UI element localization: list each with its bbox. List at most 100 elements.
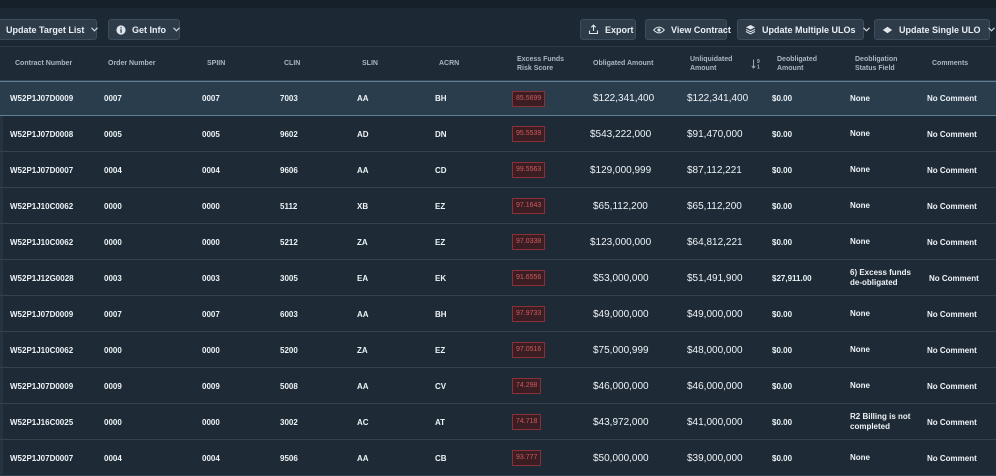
column-header-spiin[interactable]: SPIIN bbox=[207, 60, 226, 67]
spiin: 0005 bbox=[202, 129, 220, 139]
column-header-order-number[interactable]: Order Number bbox=[108, 60, 156, 67]
risk-score-badge: 91.6556 bbox=[512, 270, 546, 286]
obligated-amount: $122,341,400 bbox=[593, 93, 655, 104]
spiin: 0007 bbox=[202, 94, 220, 103]
export-button[interactable]: Export bbox=[580, 19, 636, 40]
clin: 5008 bbox=[280, 381, 298, 391]
slin: AA bbox=[357, 94, 369, 103]
slin: ZA bbox=[357, 237, 368, 247]
view-contract-label: View Contract bbox=[671, 24, 731, 35]
comments: No Comment bbox=[927, 417, 977, 427]
obligated-amount: $75,000,999 bbox=[593, 344, 649, 356]
comments: No Comment bbox=[927, 237, 977, 247]
acrn: BH bbox=[435, 309, 447, 319]
unliquidated-amount: $39,000,000 bbox=[687, 452, 743, 464]
column-header-risk-score[interactable]: Excess Funds Risk Score bbox=[517, 55, 565, 72]
column-header-deobligation-status[interactable]: Deobligation Status Field bbox=[855, 55, 898, 72]
table-row[interactable]: W52P1J07D0007 0004 0004 9606 AA CD 99.55… bbox=[0, 153, 996, 188]
update-multiple-ulos-label: Update Multiple ULOs bbox=[762, 24, 856, 35]
contract-number: W52P1J07D0008 bbox=[10, 129, 74, 139]
risk-score-cell: 99.5563 bbox=[512, 153, 546, 187]
column-header-obligated-amount[interactable]: Obligated Amount bbox=[593, 60, 654, 67]
clin: 6003 bbox=[280, 309, 298, 319]
contract-number: W52P1J10C0062 bbox=[10, 345, 74, 355]
deobligation-status: None bbox=[850, 201, 870, 210]
acrn: EK bbox=[435, 273, 447, 283]
deobligation-status: None bbox=[850, 309, 870, 318]
column-header-contract-number[interactable]: Contract Number bbox=[15, 60, 73, 67]
column-header-clin[interactable]: CLIN bbox=[284, 60, 301, 67]
table-row[interactable]: W52P1J10C0062 0000 0000 5112 XB EZ 97.16… bbox=[0, 189, 996, 224]
eye-icon bbox=[653, 26, 665, 34]
deobligation-status: None bbox=[850, 93, 870, 103]
update-multiple-ulos-button[interactable]: Update Multiple ULOs bbox=[737, 19, 870, 40]
clin: 5212 bbox=[280, 237, 298, 247]
column-header-deobligated-amount[interactable]: Deobligated Amount bbox=[777, 55, 818, 72]
table-row[interactable]: W52P1J16C0025 0000 0000 3002 AC AT 74.71… bbox=[0, 405, 996, 440]
info-icon bbox=[116, 24, 126, 35]
table-row[interactable]: W52P1J10C0062 0000 0000 5212 ZA EZ 97.03… bbox=[0, 225, 996, 260]
deobligated-amount: $0.00 bbox=[772, 165, 793, 175]
update-target-list-button[interactable]: Update Target List bbox=[0, 19, 99, 40]
comments: No Comment bbox=[927, 381, 977, 391]
contract-number: W52P1J07D0007 bbox=[10, 453, 74, 463]
acrn: DN bbox=[435, 129, 447, 139]
column-header-slin[interactable]: SLIN bbox=[362, 60, 378, 67]
risk-score-badge: 74.718 bbox=[512, 414, 542, 430]
view-contract-button[interactable]: View Contract bbox=[645, 19, 731, 40]
deobligated-amount: $0.00 bbox=[772, 453, 793, 463]
risk-score-cell: 74.718 bbox=[512, 405, 542, 439]
table-row[interactable]: W52P1J07D0008 0005 0005 9602 AD DN 95.55… bbox=[0, 117, 996, 152]
unliquidated-amount: $65,112,200 bbox=[687, 200, 742, 212]
get-info-button[interactable]: Get Info bbox=[108, 19, 180, 40]
clin: 5112 bbox=[280, 201, 298, 211]
acrn: BH bbox=[435, 94, 447, 103]
table-row[interactable]: W52P1J07D0009 0009 0009 5008 AA CV 74.29… bbox=[0, 369, 996, 404]
svg-text:1: 1 bbox=[757, 64, 760, 70]
deobligation-status: 6) Excess funds de-obligated bbox=[850, 268, 911, 287]
unliquidated-amount: $122,341,400 bbox=[687, 93, 749, 104]
obligated-amount: $129,000,999 bbox=[590, 164, 652, 176]
risk-score-badge: 85.5699 bbox=[512, 90, 546, 107]
table-row[interactable]: W52P1J10C0062 0000 0000 5200 ZA EZ 97.05… bbox=[0, 333, 996, 368]
table-row[interactable]: W52P1J07D0009 0007 0007 7003 AA BH 85.56… bbox=[0, 81, 996, 116]
column-header-acrn[interactable]: ACRN bbox=[439, 60, 460, 67]
acrn: CD bbox=[435, 165, 447, 175]
unliquidated-amount: $41,000,000 bbox=[687, 416, 743, 428]
window-top-strip bbox=[0, 0, 996, 8]
order-number: 0005 bbox=[104, 129, 122, 139]
clin: 9606 bbox=[280, 165, 298, 175]
update-single-ulo-button[interactable]: Update Single ULO bbox=[874, 19, 995, 40]
acrn: EZ bbox=[435, 345, 446, 355]
table-row[interactable]: W52P1J07D0009 0007 0007 6003 AA BH 97.97… bbox=[0, 297, 996, 332]
deobligation-status: None bbox=[850, 165, 870, 174]
deobligated-amount: $0.00 bbox=[772, 94, 793, 103]
unliquidated-amount: $48,000,000 bbox=[687, 344, 743, 356]
spiin: 0000 bbox=[202, 417, 220, 427]
comments: No Comment bbox=[927, 309, 977, 319]
comments: No Comment bbox=[927, 94, 977, 103]
table-row[interactable]: W52P1J12G0028 0003 0003 3005 EA EK 91.65… bbox=[0, 261, 996, 296]
risk-score-cell: 74.298 bbox=[512, 369, 542, 403]
slin: EA bbox=[357, 273, 369, 283]
deobligation-status: R2 Billing is not completed bbox=[850, 412, 911, 431]
slin: XB bbox=[357, 201, 369, 211]
update-target-list-label: Update Target List bbox=[6, 24, 85, 35]
slin: AA bbox=[357, 453, 369, 463]
deobligation-status: None bbox=[850, 129, 870, 138]
column-header-comments[interactable]: Comments bbox=[932, 60, 969, 67]
slin: AA bbox=[357, 309, 369, 319]
risk-score-cell: 93.777 bbox=[512, 441, 542, 475]
column-header-unliquidated-amount[interactable]: Unliquidated Amount bbox=[690, 55, 733, 72]
unliquidated-amount: $46,000,000 bbox=[687, 380, 743, 392]
update-single-ulo-label: Update Single ULO bbox=[899, 24, 981, 35]
spiin: 0000 bbox=[202, 345, 220, 355]
order-number: 0004 bbox=[104, 453, 122, 463]
table-row[interactable]: W52P1J07D0007 0004 0004 9506 AA CB 93.77… bbox=[0, 441, 996, 476]
obligated-amount: $65,112,200 bbox=[593, 200, 648, 212]
risk-score-badge: 93.777 bbox=[512, 450, 542, 466]
unliquidated-amount: $64,812,221 bbox=[687, 236, 743, 248]
risk-score-badge: 74.298 bbox=[512, 378, 542, 394]
slin: AD bbox=[357, 129, 369, 139]
